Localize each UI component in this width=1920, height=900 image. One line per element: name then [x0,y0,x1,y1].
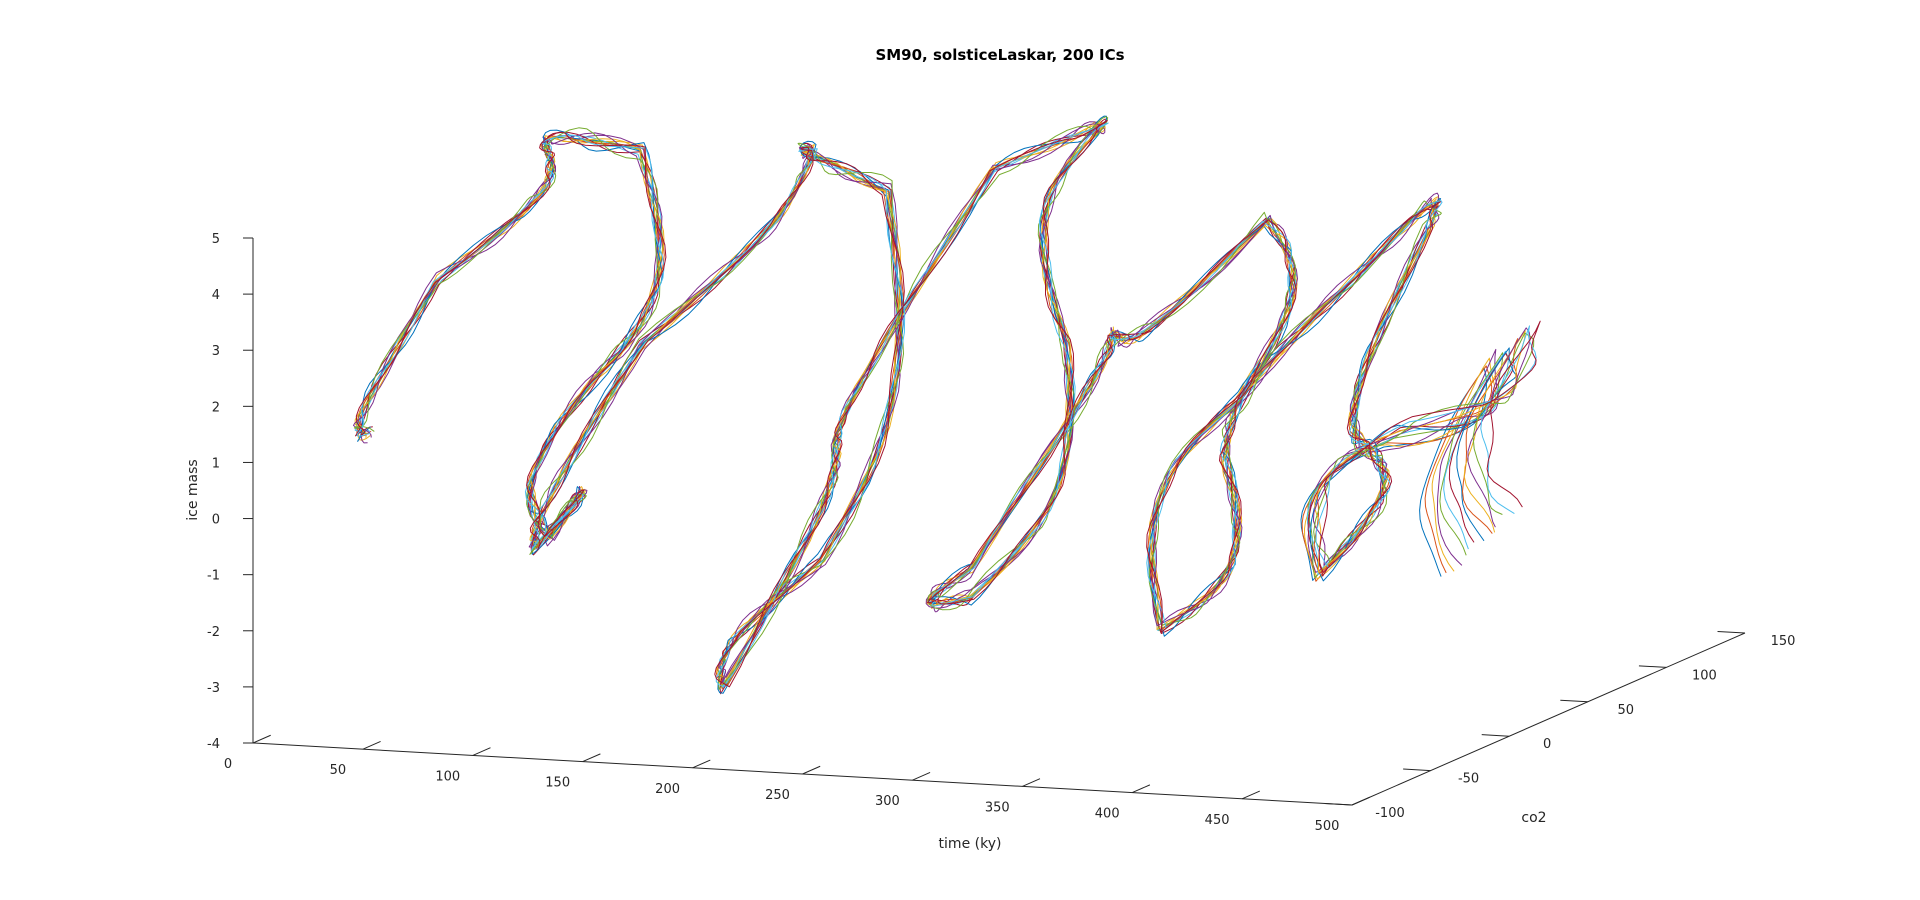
x-tick-label: 400 [1095,807,1120,822]
y-axis-label: co2 [1521,810,1546,826]
x-tick-mark [1131,784,1151,794]
x-tick-label: 0 [224,757,232,772]
x-tick-mark [1351,796,1370,806]
z-tick-label: 2 [212,400,220,415]
y-tick-label: 100 [1692,668,1717,683]
z-axis-label: ice mass [185,459,201,520]
x-tick-label: 450 [1205,813,1230,828]
y-tick-mark [1560,699,1588,703]
z-tick-label: 5 [212,232,220,247]
x-tick-mark [692,759,711,769]
y-ticks-group: -100 -50 0 50 100 150 [1324,630,1796,821]
z-tick-label: -1 [207,569,220,584]
x-tick-label: 350 [985,800,1010,815]
y-tick-label: -100 [1375,806,1405,821]
x-tick-mark [1241,790,1260,800]
x-tick-mark [362,741,381,750]
x-tick-mark [912,772,931,781]
x-tick-mark [472,747,491,756]
z-tick-label: -4 [207,737,220,752]
z-tick-label: 0 [212,513,220,528]
y-axis-line [1351,632,1746,806]
x-tick-mark [802,765,821,775]
y-tick-label: 50 [1618,703,1635,718]
z-tick-label: 1 [212,456,220,471]
y-tick-label: -50 [1458,772,1479,787]
y-tick-mark [1403,768,1431,772]
y-tick-mark [1324,802,1353,806]
y-tick-mark [1638,665,1667,668]
axes-group [252,238,1746,806]
y-tick-mark [1481,734,1510,737]
chart-title: SM90, solsticeLaskar, 200 ICs [875,46,1124,64]
x-tick-label: 250 [765,788,790,803]
traces-group [353,115,1541,695]
x-tick-label: 100 [435,769,460,784]
y-tick-label: 150 [1771,634,1796,649]
x-tick-label: 150 [545,776,570,791]
x-tick-label: 200 [655,782,680,797]
x-tick-mark [582,753,601,763]
trajectory-line [356,122,1537,688]
x-tick-label: 500 [1315,819,1340,834]
y-tick-label: 0 [1543,737,1551,752]
z-tick-label: 4 [212,288,220,303]
trajectory-line [355,120,1541,688]
z-tick-label: -3 [207,681,220,696]
y-tick-mark [1717,630,1746,634]
x-tick-label: 50 [330,763,347,778]
z-tick-label: -2 [207,625,220,640]
x-tick-mark [1022,778,1041,787]
z-ticks-group: -4 -3 -2 -1 0 1 2 3 4 5 [207,232,253,752]
x-axis-label: time (ky) [939,836,1002,852]
x-ticks-group: 0 50 100 150 200 250 300 350 400 450 500 [224,734,1370,834]
x-tick-mark [252,734,271,744]
x-tick-label: 300 [875,794,900,809]
z-tick-label: 3 [212,344,220,359]
